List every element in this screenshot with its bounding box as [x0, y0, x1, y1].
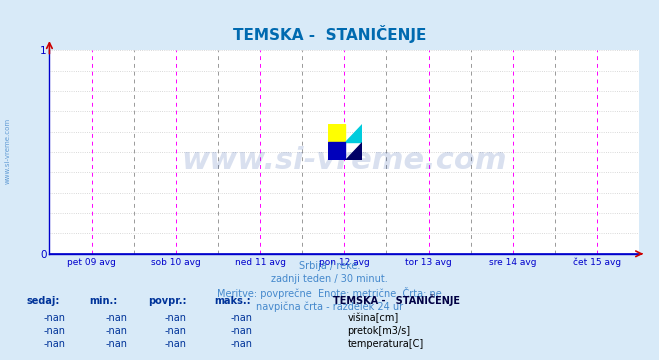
Text: višina[cm]: višina[cm] [347, 312, 399, 323]
Polygon shape [345, 142, 362, 160]
Text: maks.:: maks.: [214, 296, 251, 306]
Text: -nan: -nan [43, 339, 65, 349]
Text: www.si-vreme.com: www.si-vreme.com [181, 146, 507, 175]
Text: -nan: -nan [165, 339, 187, 349]
Bar [328, 142, 345, 160]
Text: zadnji teden / 30 minut.: zadnji teden / 30 minut. [271, 274, 388, 284]
Text: Srbija / reke.: Srbija / reke. [299, 261, 360, 271]
Polygon shape [345, 124, 362, 142]
Text: TEMSKA -  STANIČENJE: TEMSKA - STANIČENJE [233, 25, 426, 43]
Text: -nan: -nan [231, 326, 253, 336]
Text: -nan: -nan [105, 312, 128, 323]
Text: Meritve: povprečne  Enote: metrične  Črta: ne: Meritve: povprečne Enote: metrične Črta:… [217, 287, 442, 299]
Text: -nan: -nan [43, 326, 65, 336]
Text: -nan: -nan [231, 312, 253, 323]
Text: pretok[m3/s]: pretok[m3/s] [347, 326, 411, 336]
Text: www.si-vreme.com: www.si-vreme.com [5, 118, 11, 184]
Text: navpična črta - razdelek 24 ur: navpična črta - razdelek 24 ur [256, 301, 403, 312]
Text: min.:: min.: [89, 296, 117, 306]
Text: temperatura[C]: temperatura[C] [347, 339, 424, 349]
Text: -nan: -nan [165, 326, 187, 336]
Text: TEMSKA -   STANIČENJE: TEMSKA - STANIČENJE [333, 294, 460, 306]
Text: -nan: -nan [105, 339, 128, 349]
Text: -nan: -nan [43, 312, 65, 323]
Text: sedaj:: sedaj: [26, 296, 60, 306]
Text: -nan: -nan [165, 312, 187, 323]
Text: -nan: -nan [231, 339, 253, 349]
Text: -nan: -nan [105, 326, 128, 336]
Text: povpr.:: povpr.: [148, 296, 186, 306]
Bar [328, 124, 345, 142]
